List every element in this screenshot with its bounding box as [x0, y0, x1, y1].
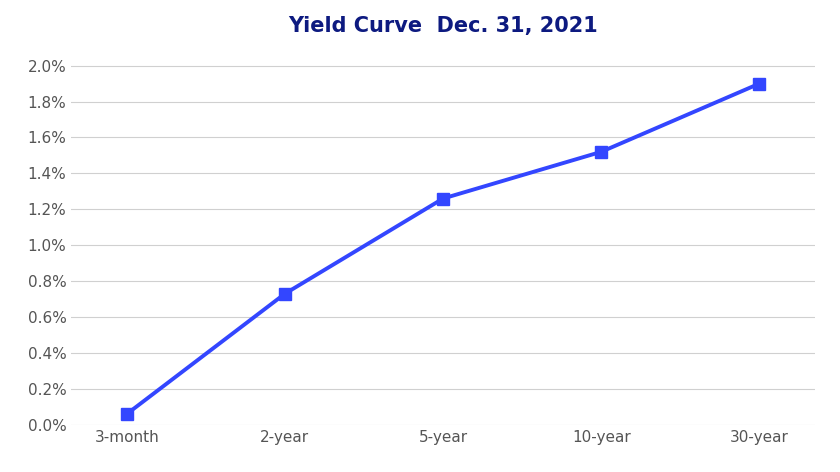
- Title: Yield Curve  Dec. 31, 2021: Yield Curve Dec. 31, 2021: [288, 16, 598, 36]
